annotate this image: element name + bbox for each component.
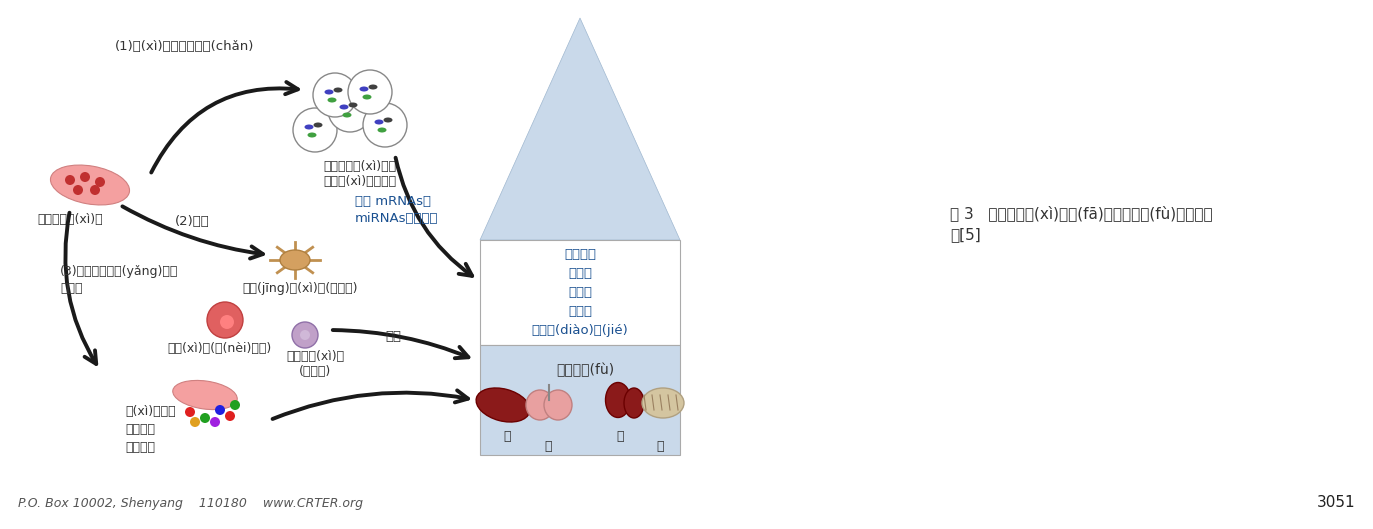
Ellipse shape: [375, 120, 383, 124]
Circle shape: [328, 88, 372, 132]
Circle shape: [362, 103, 406, 147]
Ellipse shape: [308, 132, 317, 138]
Text: 細(xì)胞因子
趨化因子
生長因子: 細(xì)胞因子 趨化因子 生長因子: [125, 405, 176, 454]
Ellipse shape: [368, 85, 378, 89]
Ellipse shape: [362, 95, 372, 99]
Text: 平滑肌細(xì)胞
(中胚層): 平滑肌細(xì)胞 (中胚層): [286, 350, 345, 378]
Ellipse shape: [280, 250, 310, 270]
Ellipse shape: [173, 380, 238, 409]
Text: P.O. Box 10002, Shenyang    110180    www.CRTER.org: P.O. Box 10002, Shenyang 110180 www.CRTE…: [18, 497, 362, 510]
FancyArrowPatch shape: [66, 213, 96, 364]
Text: 移植: 移植: [384, 330, 401, 343]
Circle shape: [225, 411, 235, 421]
Ellipse shape: [292, 322, 319, 348]
Circle shape: [80, 172, 91, 182]
Ellipse shape: [328, 97, 336, 103]
Text: 翻譯 mRNAs、
miRNAs、蛋白等: 翻譯 mRNAs、 miRNAs、蛋白等: [356, 195, 438, 225]
Circle shape: [200, 413, 210, 423]
Text: 肝: 肝: [504, 430, 511, 443]
Ellipse shape: [544, 390, 573, 420]
Text: 組織修復(fù): 組織修復(fù): [556, 363, 614, 377]
Text: 腎: 腎: [616, 430, 623, 443]
Ellipse shape: [378, 127, 387, 132]
Ellipse shape: [339, 105, 349, 110]
Text: 3051: 3051: [1317, 495, 1355, 510]
Circle shape: [65, 175, 76, 185]
Circle shape: [216, 405, 225, 415]
Circle shape: [91, 185, 100, 195]
Ellipse shape: [349, 103, 357, 107]
Ellipse shape: [305, 124, 313, 130]
Text: 間充質干細(xì)胞來
源的細(xì)胞外囊泡: 間充質干細(xì)胞來 源的細(xì)胞外囊泡: [324, 160, 397, 188]
Text: 肺: 肺: [544, 440, 552, 453]
Circle shape: [220, 315, 233, 329]
Circle shape: [189, 417, 200, 427]
Circle shape: [347, 70, 393, 114]
Ellipse shape: [526, 390, 553, 420]
Ellipse shape: [324, 89, 334, 95]
Ellipse shape: [334, 87, 342, 93]
Circle shape: [185, 407, 195, 417]
Circle shape: [292, 108, 336, 152]
Circle shape: [210, 417, 220, 427]
Text: 腦: 腦: [656, 440, 663, 453]
Ellipse shape: [299, 330, 310, 340]
Text: 肝細(xì)胞(內(nèi)胚層): 肝細(xì)胞(內(nèi)胚層): [168, 342, 272, 355]
Text: 血管再生
抗感染
抗凋亡
抗氧化
免疫調(diào)節(jié): 血管再生 抗感染 抗凋亡 抗氧化 免疫調(diào)節(jié): [531, 248, 629, 337]
Circle shape: [95, 177, 104, 187]
Ellipse shape: [623, 388, 644, 418]
FancyBboxPatch shape: [481, 345, 680, 455]
Polygon shape: [481, 18, 680, 240]
Text: (1)細(xì)胞外囊泡生產(chǎn): (1)細(xì)胞外囊泡生產(chǎn): [115, 40, 254, 53]
FancyArrowPatch shape: [395, 158, 472, 276]
Circle shape: [231, 400, 240, 410]
Circle shape: [207, 302, 243, 338]
Text: (3)生物活性營養(yǎng)分子
的分泌: (3)生物活性營養(yǎng)分子 的分泌: [60, 265, 178, 295]
Text: 間充質干細(xì)胞: 間充質干細(xì)胞: [37, 213, 103, 226]
Ellipse shape: [342, 113, 351, 117]
Ellipse shape: [360, 87, 368, 92]
Circle shape: [313, 73, 357, 117]
Text: 圖 3   間充質干細(xì)胞發(fā)揮組織修復(fù)功能的途
徑[5]: 圖 3 間充質干細(xì)胞發(fā)揮組織修復(fù)功能的途 徑[5]: [950, 205, 1212, 242]
FancyArrowPatch shape: [273, 390, 468, 419]
Text: 神經(jīng)細(xì)胞(外胚層): 神經(jīng)細(xì)胞(外胚層): [242, 282, 358, 295]
Ellipse shape: [313, 123, 323, 127]
FancyArrowPatch shape: [151, 82, 298, 172]
Circle shape: [73, 185, 82, 195]
Ellipse shape: [51, 165, 129, 205]
Ellipse shape: [476, 388, 530, 422]
Ellipse shape: [605, 382, 630, 417]
Ellipse shape: [383, 117, 393, 123]
Text: (2)分化: (2)分化: [174, 215, 210, 228]
Ellipse shape: [643, 388, 684, 418]
FancyBboxPatch shape: [481, 240, 680, 345]
FancyArrowPatch shape: [332, 330, 468, 358]
FancyArrowPatch shape: [122, 206, 264, 259]
